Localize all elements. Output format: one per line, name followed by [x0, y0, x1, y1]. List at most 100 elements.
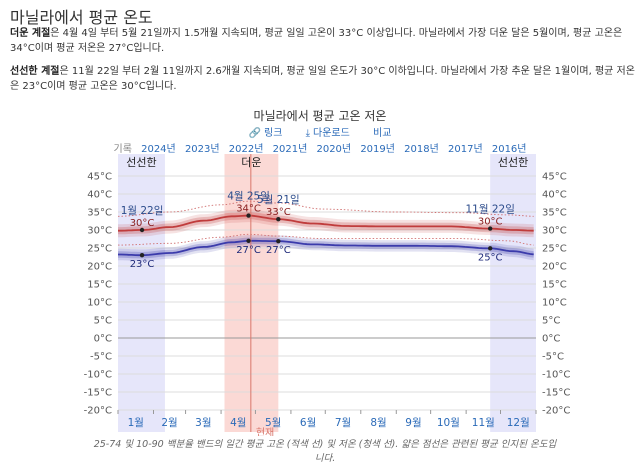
y-tick-label-left: 25°C	[87, 244, 112, 255]
x-tick-label: 11월	[472, 417, 495, 429]
y-tick-label-right: -20°C	[542, 406, 570, 417]
annotation-dot	[487, 226, 493, 231]
x-tick-label: 8월	[370, 417, 386, 429]
perceived-line-1	[118, 233, 534, 246]
annotation-date: 4월 25일	[227, 190, 270, 203]
y-tick-label-left: -15°C	[84, 388, 112, 399]
annotation-value: 30°C	[478, 217, 503, 228]
annotation-dot	[246, 213, 251, 218]
x-tick-label: 3월	[195, 417, 211, 429]
x-tick-label: 6월	[300, 417, 316, 429]
season-band	[118, 154, 165, 432]
y-tick-label-left: 20°C	[87, 262, 112, 273]
year-link[interactable]: 2020년	[316, 144, 352, 155]
y-tick-label-right: 40°C	[542, 190, 567, 201]
cool-season-paragraph: 선선한 계절은 11월 22일 부터 2월 11일까지 2.6개월 지속되며, …	[10, 64, 635, 94]
x-tick-label: 9월	[405, 417, 421, 429]
y-tick-label-left: -5°C	[90, 352, 112, 363]
y-tick-label-left: 35°C	[87, 208, 112, 219]
y-tick-label-left: 40°C	[87, 190, 112, 201]
year-link[interactable]: 2024년	[141, 144, 176, 155]
download-icon: ⤓	[305, 128, 311, 139]
low-line	[118, 239, 534, 257]
annotation-value: 34°C	[236, 204, 261, 215]
y-tick-label-right: 5°C	[542, 316, 560, 327]
high-line	[118, 214, 534, 232]
chart-title: 마닐라에서 평균 고온 저온	[253, 109, 387, 123]
year-link[interactable]: 2018년	[404, 144, 439, 155]
years-label: 기록	[113, 144, 132, 155]
season-band	[490, 154, 536, 432]
season-label: 더운	[241, 156, 261, 169]
annotation-value: 23°C	[130, 259, 155, 270]
x-tick-label: 1월	[128, 417, 144, 429]
x-tick-label: 2월	[161, 417, 177, 429]
y-tick-label-left: 15°C	[87, 280, 112, 291]
y-tick-label-left: 45°C	[87, 172, 112, 183]
today-label: 현재	[256, 427, 274, 436]
annotation-dot	[139, 227, 145, 233]
chart-links: 🔗 링크 ⤓ 다운로드 비교	[0, 124, 640, 139]
y-tick-label-left: -10°C	[84, 370, 112, 381]
y-tick-label-left: 10°C	[87, 298, 112, 309]
annotation-dot	[139, 253, 145, 258]
year-link[interactable]: 2016년	[491, 144, 527, 155]
y-tick-label-right: 45°C	[542, 172, 567, 183]
annotation-dot	[276, 238, 281, 244]
annotation-date: 1월 22일	[121, 204, 164, 217]
annotation-date: 5월 21일	[257, 193, 300, 206]
link-button[interactable]: 🔗 링크	[249, 128, 283, 139]
y-tick-label-right: 30°C	[542, 226, 567, 237]
y-tick-label-left: -20°C	[84, 406, 112, 417]
annotation-dot	[246, 238, 251, 243]
y-tick-label-right: 25°C	[542, 244, 567, 255]
annotation-date: 11월 22일	[465, 203, 514, 216]
x-tick-label: 5월	[265, 417, 281, 429]
y-tick-label-right: 10°C	[542, 298, 567, 309]
annotation-value: 25°C	[478, 252, 503, 263]
x-tick-label: 10월	[437, 417, 460, 429]
link-icon: 🔗	[248, 128, 262, 139]
y-tick-label-left: 30°C	[87, 226, 112, 237]
download-button[interactable]: ⤓ 다운로드	[306, 128, 350, 139]
y-tick-label-right: 35°C	[542, 208, 567, 219]
annotation-dot	[487, 246, 493, 251]
hot-season-label: 더운 계절	[10, 28, 51, 39]
annotation-value: 27°C	[266, 245, 291, 256]
year-link[interactable]: 2023년	[184, 144, 220, 155]
link-label: 링크	[264, 128, 283, 139]
year-link[interactable]: 2022년	[228, 144, 264, 155]
low-band-10-90	[118, 235, 534, 261]
season-label: 선선한	[126, 156, 156, 169]
annotation-value: 33°C	[266, 207, 291, 218]
y-tick-label-right: -10°C	[542, 370, 570, 381]
download-label: 다운로드	[313, 128, 350, 139]
cool-season-label: 선선한 계절	[10, 66, 60, 77]
compare-button[interactable]: 비교	[373, 128, 392, 139]
annotation-value: 27°C	[236, 245, 261, 256]
hot-season-text: 은 4월 4일 부터 5월 21일까지 1.5개월 지속되며, 평균 일일 고온…	[10, 28, 623, 54]
year-selector: 기록 2024년 2023년 2022년 2021년 2020년 2019년 2…	[0, 140, 640, 155]
chart-caption: 25-74 및 10-90 백분율 밴드의 일간 평균 고온 (적색 선) 및 …	[93, 439, 557, 464]
season-label: 선선한	[498, 156, 528, 169]
x-tick-label: 12월	[507, 417, 530, 429]
y-tick-label-right: -5°C	[542, 352, 564, 363]
y-tick-label-left: 5°C	[94, 316, 112, 327]
y-tick-label-right: 20°C	[542, 262, 567, 273]
x-tick-label: 7월	[335, 417, 351, 429]
y-tick-label-right: -15°C	[542, 388, 570, 399]
year-link[interactable]: 2017년	[448, 144, 483, 155]
year-link[interactable]: 2019년	[360, 144, 395, 155]
year-link[interactable]: 2021년	[272, 144, 308, 155]
y-tick-label-right: 0°C	[542, 334, 560, 345]
hot-season-paragraph: 더운 계절은 4월 4일 부터 5월 21일까지 1.5개월 지속되며, 평균 …	[10, 26, 635, 56]
y-tick-label-right: 15°C	[542, 280, 567, 291]
page-title: 마닐라에서 평균 온도	[10, 8, 153, 27]
temperature-chart: 선선한 더운 선선한 45°C 45°C 40°C 40°C 35°C 35°C 30°C 30°C…	[84, 154, 570, 436]
x-tick-label: 4월	[230, 417, 246, 429]
high-band-10-90	[118, 209, 534, 238]
y-tick-label-left: 0°C	[94, 334, 112, 345]
season-band	[224, 154, 279, 432]
annotation-dot	[276, 217, 281, 222]
annotation-value: 30°C	[130, 218, 155, 229]
